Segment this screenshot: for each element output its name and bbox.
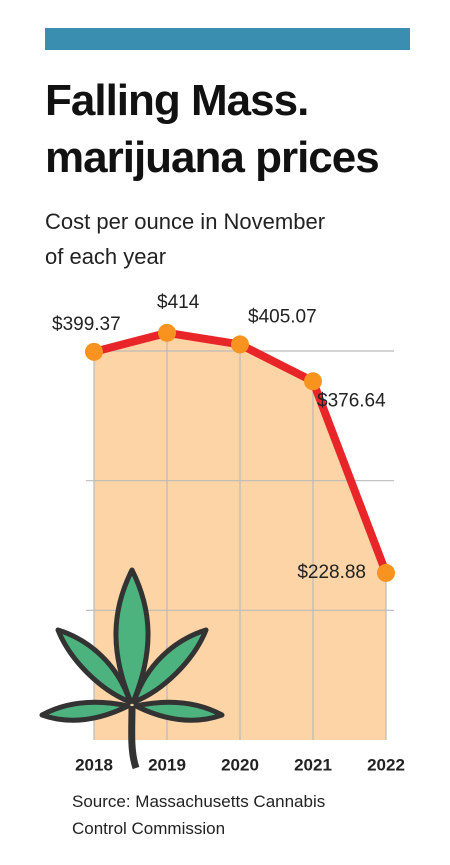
data-label: $228.88 [297, 562, 366, 583]
point [158, 323, 176, 342]
x-tick-label: 2021 [294, 755, 332, 774]
point [85, 342, 103, 361]
chart-subtitle: Cost per ounce in November of each year [45, 209, 326, 269]
point [231, 335, 249, 354]
x-tick-label: 2022 [367, 755, 405, 774]
chart-title: Falling Mass. marijuana prices [45, 76, 380, 182]
data-label: $376.64 [317, 390, 386, 411]
data-label: $399.37 [52, 314, 121, 335]
point [304, 372, 322, 391]
point [377, 563, 395, 582]
header-bar [45, 28, 410, 50]
data-label: $405.07 [248, 306, 317, 327]
x-tick-label: 2020 [221, 755, 259, 774]
data-label: $414 [157, 292, 200, 313]
x-tick-label: 2019 [148, 755, 186, 774]
cannabis-leaf-icon [39, 567, 225, 770]
source-note: Source: Massachusetts Cannabis Control C… [72, 792, 326, 838]
x-tick-label: 2018 [75, 755, 113, 774]
